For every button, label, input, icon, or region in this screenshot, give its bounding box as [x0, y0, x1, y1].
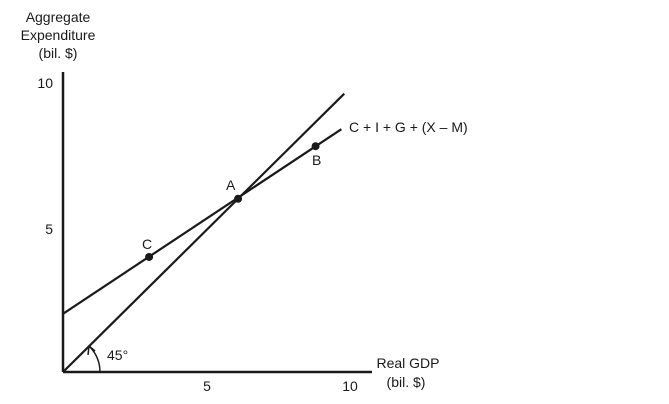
aggregate-expenditure-label: C + I + G + (X – M) [349, 119, 468, 135]
y-tick-label-10: 10 [37, 75, 53, 91]
forty-five-degree-label: 45° [107, 347, 128, 363]
x-tick-label-5: 5 [203, 378, 211, 394]
point-c [145, 252, 154, 261]
x-axis-title-line-1: Real GDP [376, 355, 439, 371]
point-a-label: A [226, 177, 236, 193]
y-axis-title-line-2: Expenditure [21, 27, 96, 43]
y-axis-title-line-1: Aggregate [26, 9, 91, 25]
point-b-label: B [312, 152, 321, 168]
point-b [311, 142, 320, 151]
y-axis-title-line-3: (bil. $) [39, 45, 78, 61]
forty-five-degree-line [62, 92, 346, 373]
forty-five-degree-arrowhead [87, 345, 96, 356]
y-tick-label-5: 5 [45, 221, 53, 237]
x-tick-label-10: 10 [342, 378, 358, 394]
point-c-label: C [142, 236, 152, 252]
x-axis-title-line-2: (bil. $) [387, 374, 426, 390]
aggregate-expenditure-line [62, 128, 342, 315]
point-a [234, 194, 243, 203]
